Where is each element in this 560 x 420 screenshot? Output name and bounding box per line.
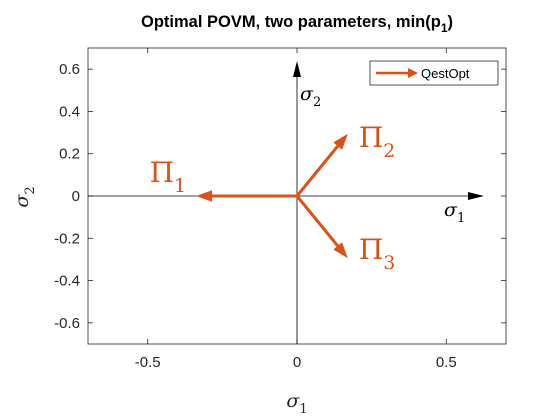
vector-shaft-2 [295, 144, 340, 198]
y-tick-label: -0.4 [54, 273, 80, 290]
y-axis-label-symbol: σ [11, 194, 33, 208]
vector-arrowhead-3 [333, 242, 348, 259]
vector-label-1: Π1 [150, 156, 187, 197]
y-tick-label: 0.4 [59, 103, 80, 120]
vector-label-symbol-2: Π [359, 121, 383, 154]
y-axis-ticks: 0.6 0.4 0.2 0 -0.2 -0.4 -0.6 [54, 61, 506, 332]
x-axis-label-subscript: 1 [299, 402, 307, 417]
vector-label-symbol-3: Π [359, 233, 383, 266]
chart-title-main: Optimal POVM, two parameters, min(p [141, 13, 441, 31]
inner-x-axis-label: σ1 [444, 199, 465, 226]
inner-x-axis-label-subscript: 1 [457, 211, 465, 226]
inner-x-axis-label-symbol: σ [444, 199, 458, 221]
legend-entry-qestopt: QestOpt [421, 66, 470, 81]
inner-y-axis-label-symbol: σ [300, 83, 314, 105]
vector-label-subscript-2: 2 [383, 140, 395, 162]
legend-arrow-head [408, 68, 418, 78]
x-tick-label: 0.5 [436, 354, 457, 371]
y-axis-label-subscript: 2 [23, 186, 38, 194]
x-axis-ticks: -0.5 0 0.5 [135, 48, 457, 371]
inner-x-axis-arrowhead [468, 192, 484, 200]
vector-arrowhead-2 [333, 133, 348, 150]
y-tick-label: 0 [72, 188, 80, 205]
vector-label-symbol-1: Π [150, 156, 174, 189]
vector-label-subscript-3: 3 [383, 252, 395, 274]
vector-shaft-3 [295, 194, 340, 248]
chart-title: Optimal POVM, two parameters, min(p1) [141, 13, 453, 35]
y-tick-label: 0.2 [59, 146, 80, 163]
x-axis-label: σ1 [286, 390, 307, 417]
x-axis-label-symbol: σ [286, 390, 300, 412]
vector-label-subscript-1: 1 [174, 175, 186, 197]
inner-y-axis-arrowhead [293, 61, 301, 77]
legend: QestOpt [369, 60, 499, 86]
inner-y-axis-label: σ2 [300, 83, 321, 110]
vector-arrowhead-1 [196, 190, 213, 202]
y-tick-label: -0.2 [54, 230, 80, 247]
y-axis-label: σ2 [11, 186, 38, 207]
vector-label-3: Π3 [359, 233, 396, 274]
inner-y-axis-label-subscript: 2 [313, 95, 321, 110]
chart-title-tail: ) [448, 13, 454, 31]
y-tick-label: -0.6 [54, 315, 80, 332]
vector-label-2: Π2 [359, 121, 396, 162]
x-tick-label: 0 [293, 354, 301, 371]
y-tick-label: 0.6 [59, 61, 80, 78]
chart-title-subscript: 1 [441, 21, 448, 35]
x-tick-label: -0.5 [135, 354, 161, 371]
